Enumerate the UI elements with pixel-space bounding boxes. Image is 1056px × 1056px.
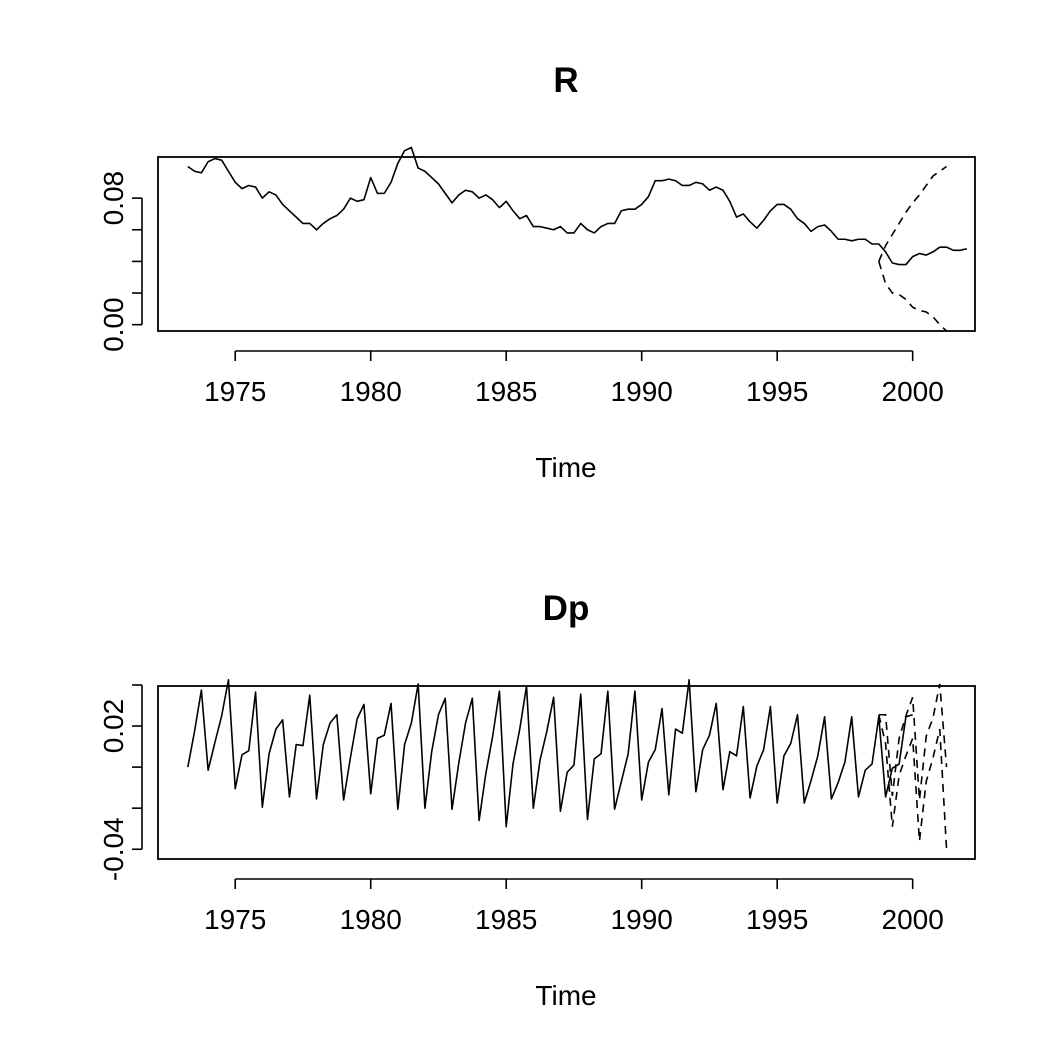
x-tick-label-r-1980: 1980 [340, 376, 402, 407]
series-dp-lower-bound-line [878, 714, 948, 850]
series-group-dp [187, 679, 948, 850]
x-tick-label-r-1990: 1990 [611, 376, 673, 407]
x-tick-label-r-2000: 2000 [882, 376, 944, 407]
y-axis-r: 0.00 0.08 [98, 171, 143, 352]
y-tick-label-dp-0: -0.04 [98, 817, 129, 881]
x-tick-label-dp-1990: 1990 [611, 904, 673, 935]
panel-r: R 1975 1980 1985 1990 1995 2000 0.00 0.08 Time [98, 61, 976, 483]
series-r-lower-bound-line [878, 261, 948, 332]
x-tick-label-r-1985: 1985 [475, 376, 537, 407]
series-dp-upper-bound-line [878, 683, 948, 801]
x-tick-label-r-1975: 1975 [204, 376, 266, 407]
x-tick-label-dp-2000: 2000 [882, 904, 944, 935]
y-axis-dp: -0.04 0.02 [98, 684, 143, 881]
series-group-r [187, 146, 968, 332]
series-r-observed-line [187, 146, 968, 266]
plot-frame-dp [157, 685, 976, 860]
x-tick-label-dp-1975: 1975 [204, 904, 266, 935]
x-axis-r: 1975 1980 1985 1990 1995 2000 [204, 350, 944, 407]
y-tick-label-dp-3: 0.02 [98, 699, 129, 754]
panel-dp: Dp 1975 1980 1985 1990 1995 2000 -0.04 0.02 Ti… [98, 589, 976, 1011]
panel-title-dp: Dp [543, 589, 590, 628]
plot-frame-r [157, 156, 976, 332]
x-tick-label-dp-1985: 1985 [475, 904, 537, 935]
y-tick-label-r-4: 0.08 [98, 171, 129, 226]
x-axis-label-dp: Time [535, 980, 596, 1011]
series-dp-observed-line [187, 679, 913, 828]
x-tick-label-dp-1995: 1995 [746, 904, 808, 935]
x-tick-label-r-1995: 1995 [746, 376, 808, 407]
panel-title-r: R [553, 61, 578, 100]
x-axis-label-r: Time [535, 452, 596, 483]
x-tick-label-dp-1980: 1980 [340, 904, 402, 935]
x-axis-dp: 1975 1980 1985 1990 1995 2000 [204, 878, 944, 935]
y-tick-label-r-0: 0.00 [98, 297, 129, 352]
series-r-upper-bound-line [878, 165, 948, 262]
